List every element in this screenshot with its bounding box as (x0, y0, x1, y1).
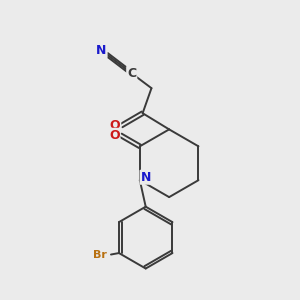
Text: O: O (109, 129, 119, 142)
Text: C: C (127, 67, 136, 80)
Text: N: N (96, 44, 106, 57)
Text: O: O (110, 119, 120, 132)
Text: Br: Br (93, 250, 107, 260)
Text: N: N (140, 171, 151, 184)
